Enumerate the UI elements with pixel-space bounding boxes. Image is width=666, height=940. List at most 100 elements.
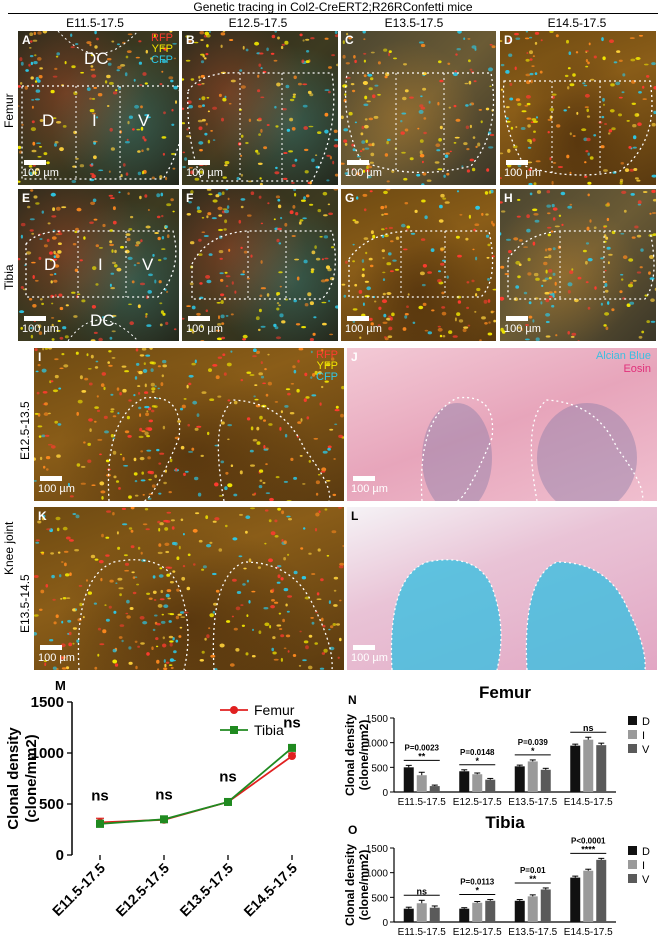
clone-dot bbox=[265, 492, 271, 494]
region-label-v: V bbox=[138, 111, 150, 130]
clone-dot bbox=[196, 413, 200, 417]
clone-dot bbox=[486, 168, 490, 172]
clone-dot bbox=[404, 202, 409, 205]
clone-dot bbox=[306, 416, 310, 420]
region-label-dc: DC bbox=[90, 311, 115, 330]
clone-dot bbox=[488, 190, 492, 194]
clone-dot bbox=[310, 350, 313, 354]
clone-dot bbox=[122, 388, 127, 393]
clone-dot bbox=[104, 604, 107, 606]
clone-dot bbox=[436, 149, 441, 152]
clone-dot bbox=[491, 310, 495, 313]
p-value-label: P=0.0023 bbox=[405, 743, 440, 752]
clone-dot bbox=[165, 661, 170, 664]
clone-dot bbox=[18, 85, 21, 88]
clone-dot bbox=[42, 391, 48, 394]
clone-dot bbox=[629, 37, 635, 39]
clone-dot bbox=[96, 395, 99, 398]
clone-dot bbox=[456, 190, 460, 193]
clone-dot bbox=[584, 161, 587, 164]
clone-dot bbox=[401, 112, 407, 115]
clone-dot bbox=[230, 464, 234, 467]
clone-dot bbox=[109, 229, 114, 232]
clone-dot bbox=[46, 468, 49, 471]
clone-dot bbox=[293, 299, 297, 303]
clone-dot bbox=[291, 164, 296, 168]
clone-dot bbox=[586, 108, 589, 113]
clone-dot bbox=[483, 299, 488, 304]
x-tick-label: E12.5-17.5 bbox=[453, 927, 502, 938]
clone-dot bbox=[456, 312, 461, 316]
clone-dot bbox=[31, 99, 35, 101]
y-tick-label: 500 bbox=[371, 893, 388, 904]
clone-dot bbox=[468, 214, 471, 219]
clone-dot bbox=[52, 207, 56, 212]
clone-dot bbox=[390, 240, 394, 243]
clone-dot bbox=[34, 80, 38, 83]
clone-dot bbox=[88, 418, 93, 422]
panel-label-D: D bbox=[504, 33, 513, 47]
clone-dot bbox=[424, 329, 429, 332]
clone-dot bbox=[154, 614, 158, 617]
clone-dot bbox=[55, 516, 61, 521]
clone-dot bbox=[492, 288, 496, 291]
clone-dot bbox=[336, 63, 338, 67]
clone-dot bbox=[284, 405, 289, 408]
clone-dot bbox=[309, 301, 314, 306]
clone-dot bbox=[64, 61, 67, 65]
clone-dot bbox=[438, 219, 444, 223]
clone-dot bbox=[75, 227, 79, 232]
clone-dot bbox=[92, 198, 97, 203]
clone-dot bbox=[587, 61, 590, 65]
clone-dot bbox=[203, 235, 209, 237]
clone-dot bbox=[43, 244, 48, 248]
panel-label-A: A bbox=[22, 33, 31, 47]
clone-dot bbox=[545, 313, 551, 317]
clone-dot bbox=[66, 597, 71, 599]
clone-dot bbox=[37, 31, 42, 35]
clone-dot bbox=[292, 205, 296, 209]
clone-dot bbox=[152, 590, 157, 594]
clone-dot bbox=[301, 59, 305, 64]
clone-dot bbox=[105, 536, 110, 539]
clone-dot bbox=[126, 138, 129, 141]
clone-dot bbox=[87, 459, 92, 463]
clone-dot bbox=[50, 380, 54, 383]
clone-dot bbox=[205, 122, 208, 126]
scale-label: 100 µm bbox=[504, 323, 541, 335]
clone-dot bbox=[654, 287, 656, 291]
clone-dot bbox=[109, 336, 113, 340]
clone-dot bbox=[437, 325, 441, 328]
clone-dot bbox=[118, 191, 121, 194]
clone-dot bbox=[442, 197, 447, 200]
clone-dot bbox=[307, 292, 312, 297]
clone-dot bbox=[156, 623, 161, 626]
clone-dot bbox=[160, 620, 166, 624]
x-tick-label: E11.5-17.5 bbox=[398, 797, 447, 808]
clone-dot bbox=[368, 143, 373, 147]
clone-dot bbox=[248, 118, 252, 123]
clone-dot bbox=[220, 293, 225, 297]
panel-label-C: C bbox=[345, 33, 354, 47]
clone-dot bbox=[180, 518, 184, 522]
clone-dot bbox=[618, 96, 623, 99]
clone-dot bbox=[303, 259, 308, 264]
clone-dot bbox=[278, 304, 281, 307]
clone-dot bbox=[649, 212, 652, 215]
clone-dot bbox=[240, 85, 246, 89]
clone-dot bbox=[162, 636, 165, 640]
clone-dot bbox=[291, 182, 295, 184]
clone-dot bbox=[263, 419, 266, 422]
clone-dot bbox=[246, 277, 250, 280]
clone-dot bbox=[561, 223, 564, 226]
clone-dot bbox=[533, 130, 536, 133]
clone-dot bbox=[575, 51, 579, 54]
clone-dot bbox=[308, 125, 314, 128]
clone-dot bbox=[649, 255, 654, 259]
clone-dot bbox=[134, 640, 138, 643]
clone-dot bbox=[212, 572, 217, 576]
clone-dot bbox=[229, 663, 235, 667]
clone-dot bbox=[161, 374, 164, 378]
clone-dot bbox=[594, 286, 597, 290]
